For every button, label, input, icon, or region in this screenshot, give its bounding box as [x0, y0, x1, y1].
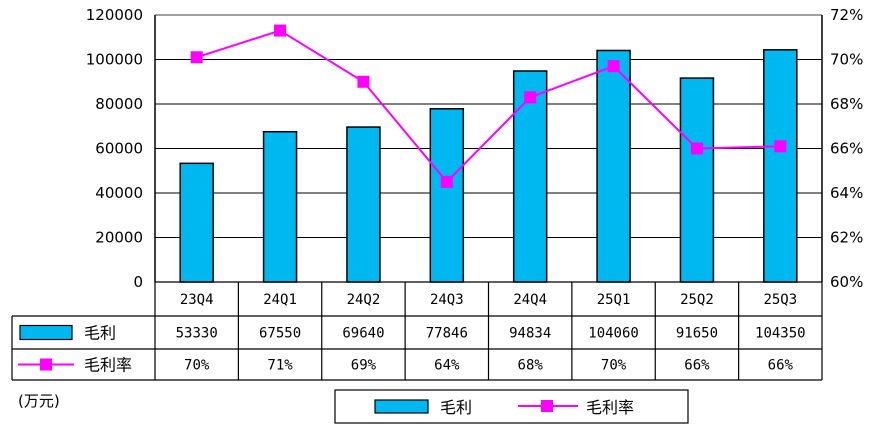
table-key-bar: [19, 324, 73, 341]
y-tick-label: 100000: [86, 51, 143, 69]
y-tick-label: 0: [133, 273, 143, 291]
data-label: 66%: [684, 358, 710, 374]
y2-tick-label: 62%: [830, 229, 863, 247]
y2-tick-label: 66%: [830, 140, 863, 158]
bar: [596, 49, 631, 283]
data-label: 77846: [426, 326, 468, 342]
data-label: 67550: [259, 326, 301, 342]
y-tick-label: 120000: [86, 6, 143, 24]
data-label: 53330: [176, 326, 218, 342]
data-label: 69%: [351, 358, 377, 374]
bar: [346, 126, 381, 283]
x-tick-label: 25Q3: [763, 292, 797, 308]
y-tick-label: 80000: [95, 95, 143, 113]
line-marker: [274, 24, 287, 37]
line-marker: [607, 60, 620, 73]
y2-tick-label: 60%: [830, 273, 863, 291]
table-key-marker: [40, 358, 52, 371]
table-row-label: 毛利率: [84, 356, 132, 375]
x-tick-label: 25Q2: [680, 292, 714, 308]
unit-label: (万元): [18, 392, 60, 410]
x-tick-label: 24Q4: [513, 292, 547, 308]
legend-label: 毛利率: [586, 398, 634, 417]
x-tick-label: 24Q1: [263, 292, 297, 308]
legend-key-marker: [541, 400, 553, 412]
line-marker: [190, 51, 203, 64]
legend-key-bar: [374, 399, 429, 414]
line-series: [190, 24, 787, 188]
y2-tick-label: 72%: [830, 6, 863, 24]
data-label: 104350: [755, 326, 806, 342]
data-label: 91650: [676, 326, 718, 342]
y-tick-label: 60000: [95, 140, 143, 158]
data-label: 64%: [434, 358, 460, 374]
y-tick-label: 20000: [95, 229, 143, 247]
table-row-label: 毛利: [84, 324, 116, 343]
data-label: 94834: [509, 326, 551, 342]
data-label: 104060: [588, 326, 639, 342]
left-axis-ticks: 0 20000 40000 60000 80000 100000 120000: [86, 6, 143, 291]
y-tick-label: 40000: [95, 184, 143, 202]
x-tick-label: 24Q3: [430, 292, 464, 308]
y2-tick-label: 64%: [830, 184, 863, 202]
grid-lines: [155, 14, 822, 238]
line-marker: [690, 142, 703, 155]
data-label: 69640: [342, 326, 384, 342]
bar: [763, 49, 798, 283]
bar: [262, 130, 298, 283]
legend: 毛利 毛利率: [334, 389, 689, 424]
y2-tick-label: 68%: [830, 95, 863, 113]
y2-tick-label: 70%: [830, 51, 863, 69]
data-label: 66%: [768, 358, 794, 374]
data-label: 70%: [184, 358, 210, 374]
line-marker: [774, 140, 787, 153]
bar: [179, 162, 214, 283]
plot-frame: [154, 14, 823, 282]
x-tick-label: 23Q4: [180, 292, 214, 308]
line-marker: [440, 175, 453, 188]
data-label: 70%: [601, 358, 627, 374]
bar: [429, 108, 465, 283]
legend-label: 毛利: [440, 398, 472, 417]
line-marker: [524, 91, 537, 104]
data-table: 23Q4 24Q1 24Q2 24Q3 24Q4 25Q1 25Q2 25Q3 毛利 53330 6…: [11, 281, 823, 381]
data-label: 68%: [518, 358, 544, 374]
right-axis-ticks: 60% 62% 64% 66% 68% 70% 72%: [830, 6, 863, 291]
data-label: 71%: [267, 358, 293, 374]
line-path: [196, 29, 781, 184]
line-marker: [357, 75, 370, 88]
x-tick-label: 25Q1: [597, 292, 631, 308]
bar: [679, 77, 715, 283]
x-tick-label: 24Q2: [347, 292, 381, 308]
bar-series: [179, 49, 798, 283]
